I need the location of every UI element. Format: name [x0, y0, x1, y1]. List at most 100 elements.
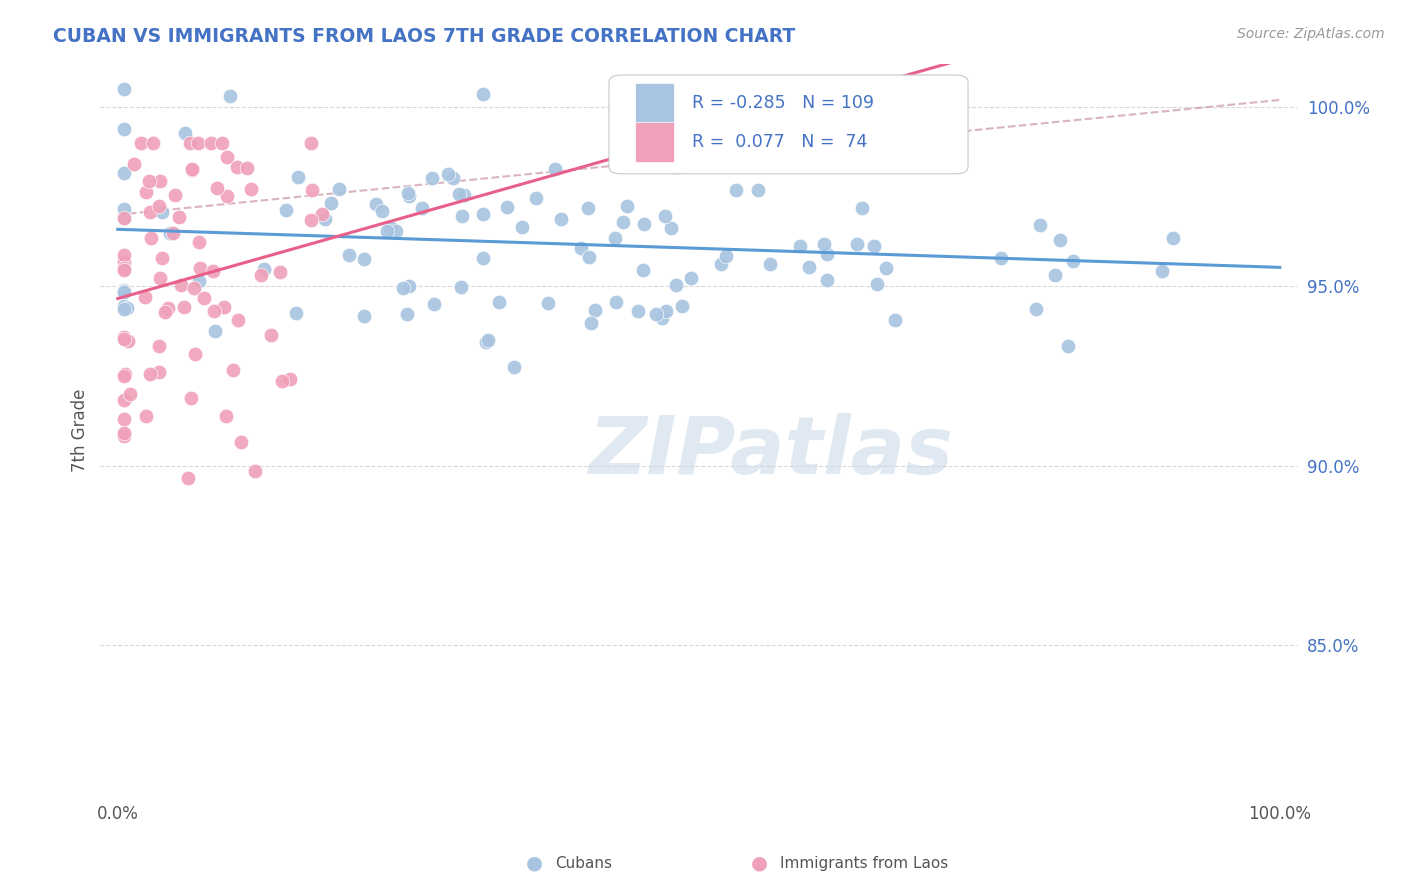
Text: Cubans: Cubans	[555, 856, 613, 871]
Point	[202, 303, 225, 318]
Point	[187, 136, 209, 150]
Point	[112, 202, 135, 216]
Point	[866, 277, 889, 291]
Point	[353, 309, 375, 323]
Point	[1161, 231, 1184, 245]
Point	[605, 294, 627, 309]
Point	[375, 224, 398, 238]
Point	[193, 291, 215, 305]
Point	[131, 136, 153, 150]
Point	[789, 239, 811, 253]
Point	[159, 227, 181, 241]
Point	[112, 82, 135, 96]
Point	[451, 209, 474, 223]
Point	[165, 187, 187, 202]
Point	[269, 265, 291, 279]
Point	[990, 252, 1012, 266]
Point	[173, 300, 195, 314]
Point	[447, 186, 470, 201]
Point	[1150, 263, 1173, 277]
Point	[441, 170, 464, 185]
Point	[134, 290, 156, 304]
Point	[177, 470, 200, 484]
Point	[157, 301, 180, 315]
Text: R = -0.285   N = 109: R = -0.285 N = 109	[692, 94, 873, 112]
Point	[503, 359, 526, 374]
Point	[1043, 268, 1066, 282]
Point	[891, 147, 914, 161]
Point	[576, 201, 599, 215]
Point	[112, 211, 135, 225]
Point	[420, 171, 443, 186]
Point	[392, 281, 415, 295]
Point	[142, 136, 165, 150]
Point	[716, 249, 738, 263]
Point	[215, 189, 238, 203]
Point	[112, 260, 135, 274]
Point	[202, 264, 225, 278]
Point	[1062, 254, 1084, 268]
Point	[679, 270, 702, 285]
Point	[138, 367, 160, 381]
Point	[112, 412, 135, 426]
Point	[179, 136, 201, 150]
Point	[299, 213, 322, 227]
Point	[117, 334, 139, 348]
Point	[120, 387, 142, 401]
Point	[651, 310, 673, 325]
Point	[112, 248, 135, 262]
Point	[181, 163, 204, 178]
Point	[395, 307, 418, 321]
Point	[671, 299, 693, 313]
Point	[453, 187, 475, 202]
Point	[112, 261, 135, 276]
Point	[239, 182, 262, 196]
Point	[664, 277, 686, 292]
Point	[167, 211, 190, 225]
Point	[214, 300, 236, 314]
Text: Immigrants from Laos: Immigrants from Laos	[780, 856, 949, 871]
Point	[659, 220, 682, 235]
Point	[569, 241, 592, 255]
Point	[112, 299, 135, 313]
Point	[423, 297, 446, 311]
Point	[366, 197, 388, 211]
Point	[524, 191, 547, 205]
Point	[665, 82, 688, 96]
Point	[477, 333, 499, 347]
Point	[437, 167, 460, 181]
Point	[1057, 338, 1080, 352]
Point	[579, 316, 602, 330]
Point	[655, 304, 678, 318]
Point	[180, 162, 202, 177]
Point	[148, 199, 170, 213]
Point	[112, 165, 135, 179]
Point	[385, 224, 408, 238]
Point	[183, 281, 205, 295]
Point	[339, 248, 361, 262]
Point	[229, 434, 252, 449]
Point	[122, 156, 145, 170]
Point	[510, 219, 533, 234]
Point	[112, 284, 135, 298]
Point	[472, 87, 495, 101]
Point	[398, 279, 420, 293]
Point	[380, 220, 402, 235]
Point	[450, 280, 472, 294]
Point	[544, 162, 567, 177]
Point	[612, 215, 634, 229]
Point	[200, 136, 222, 150]
Point	[188, 274, 211, 288]
Point	[655, 132, 678, 146]
Point	[537, 296, 560, 310]
Point	[724, 183, 747, 197]
Point	[170, 277, 193, 292]
Point	[603, 231, 626, 245]
Point	[188, 235, 211, 249]
Point	[149, 174, 172, 188]
Point	[138, 174, 160, 188]
Point	[135, 409, 157, 423]
Y-axis label: 7th Grade: 7th Grade	[72, 388, 89, 472]
Point	[644, 307, 666, 321]
Point	[243, 464, 266, 478]
